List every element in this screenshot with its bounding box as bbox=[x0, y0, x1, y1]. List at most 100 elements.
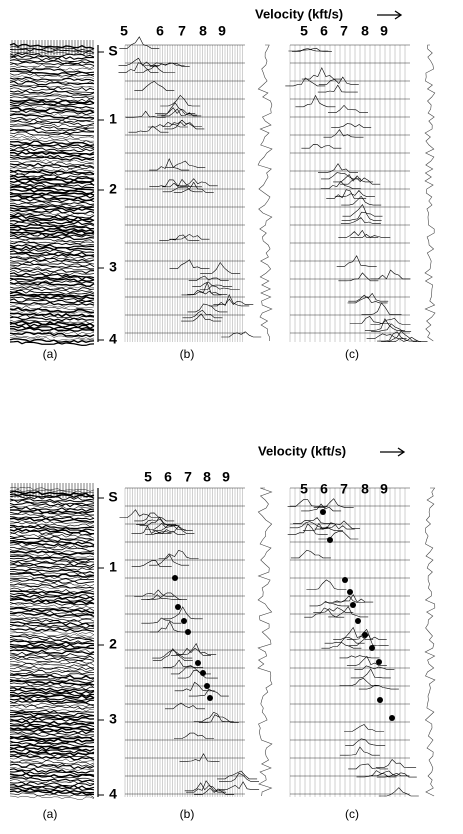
semblance bbox=[302, 522, 343, 531]
reflection bbox=[9, 651, 95, 657]
semblance bbox=[341, 195, 382, 206]
reflection bbox=[10, 691, 95, 697]
velocity-pick bbox=[195, 660, 201, 666]
semblance bbox=[213, 298, 254, 305]
semblance bbox=[141, 594, 182, 600]
semblance bbox=[144, 62, 185, 66]
panel-label: (b) bbox=[180, 807, 195, 821]
semblance bbox=[370, 317, 411, 325]
reflection bbox=[9, 319, 95, 325]
semblance bbox=[177, 178, 218, 187]
reflection bbox=[9, 80, 95, 86]
reflection bbox=[9, 252, 95, 258]
reflection bbox=[9, 704, 95, 710]
reflection bbox=[9, 607, 95, 614]
semblance bbox=[194, 787, 235, 795]
b-tick: 5 bbox=[144, 469, 152, 485]
reflection bbox=[9, 610, 95, 616]
reflection bbox=[9, 747, 95, 755]
reflection bbox=[9, 267, 95, 274]
reflection bbox=[9, 301, 95, 306]
velocity-pick bbox=[175, 604, 181, 610]
reflection bbox=[9, 78, 95, 84]
semblance bbox=[376, 759, 417, 768]
semblance bbox=[219, 781, 260, 790]
b-tick: 9 bbox=[218, 23, 226, 39]
reflection bbox=[9, 255, 95, 260]
semblance bbox=[288, 47, 329, 52]
reflection bbox=[9, 528, 94, 535]
reflection bbox=[9, 174, 95, 181]
reflection bbox=[9, 711, 95, 717]
semblance bbox=[318, 163, 358, 173]
reflection bbox=[9, 272, 95, 279]
velocity-pick bbox=[181, 618, 187, 624]
velocity-pick bbox=[204, 683, 210, 689]
reflection bbox=[9, 661, 95, 666]
reflection bbox=[9, 231, 95, 237]
semblance bbox=[377, 331, 418, 342]
reflection bbox=[9, 169, 95, 175]
reflection bbox=[9, 570, 95, 576]
velocity-arrow bbox=[380, 447, 406, 457]
reflection bbox=[10, 729, 95, 735]
semblance bbox=[157, 107, 198, 116]
reflection bbox=[9, 673, 95, 680]
reflection bbox=[9, 606, 95, 612]
reflection bbox=[9, 234, 95, 241]
reflection bbox=[9, 623, 95, 629]
reflection bbox=[9, 111, 95, 117]
reflection bbox=[9, 781, 95, 787]
reflection bbox=[9, 649, 95, 655]
semblance bbox=[160, 94, 201, 107]
reflection bbox=[9, 712, 94, 719]
velocity-pick bbox=[200, 670, 206, 676]
semblance bbox=[301, 503, 342, 512]
reflection bbox=[10, 327, 95, 332]
reflection bbox=[9, 603, 94, 609]
reflection bbox=[9, 147, 95, 153]
reflection bbox=[9, 219, 95, 226]
velocity-pick bbox=[350, 602, 356, 608]
reflection bbox=[9, 686, 95, 692]
reflection bbox=[9, 768, 95, 774]
semblance bbox=[339, 678, 380, 686]
reflection bbox=[10, 160, 95, 166]
semblance bbox=[356, 770, 397, 778]
reflection bbox=[9, 559, 95, 564]
reflection bbox=[9, 792, 95, 798]
reflection bbox=[9, 261, 95, 268]
velocity-pick bbox=[320, 509, 326, 515]
semblance bbox=[131, 560, 172, 567]
reflection bbox=[9, 557, 95, 563]
reflection bbox=[9, 643, 95, 649]
c-tick: 6 bbox=[320, 23, 328, 39]
reflection bbox=[9, 583, 95, 589]
reflection bbox=[10, 513, 95, 519]
reflection bbox=[9, 334, 95, 340]
reflection bbox=[9, 288, 95, 293]
reflection bbox=[9, 579, 95, 584]
reflection bbox=[9, 685, 95, 691]
semblance bbox=[318, 76, 359, 85]
semblance bbox=[193, 711, 234, 722]
reflection bbox=[9, 151, 95, 157]
reflection bbox=[10, 140, 95, 147]
reflection bbox=[9, 105, 95, 111]
semblance bbox=[340, 217, 381, 224]
semblance bbox=[350, 234, 391, 238]
semblance bbox=[328, 606, 369, 618]
reflection bbox=[9, 233, 95, 238]
semblance bbox=[119, 509, 160, 518]
semblance bbox=[339, 655, 380, 659]
reflection bbox=[10, 84, 95, 88]
panel-label: (c) bbox=[345, 807, 359, 821]
semblance bbox=[181, 289, 222, 296]
reflection bbox=[10, 774, 95, 780]
reflection bbox=[9, 109, 95, 116]
semblance bbox=[200, 261, 241, 274]
reflection bbox=[9, 645, 95, 651]
reflection bbox=[9, 550, 95, 556]
panel-label: (a) bbox=[43, 347, 58, 361]
reflection bbox=[10, 508, 95, 514]
